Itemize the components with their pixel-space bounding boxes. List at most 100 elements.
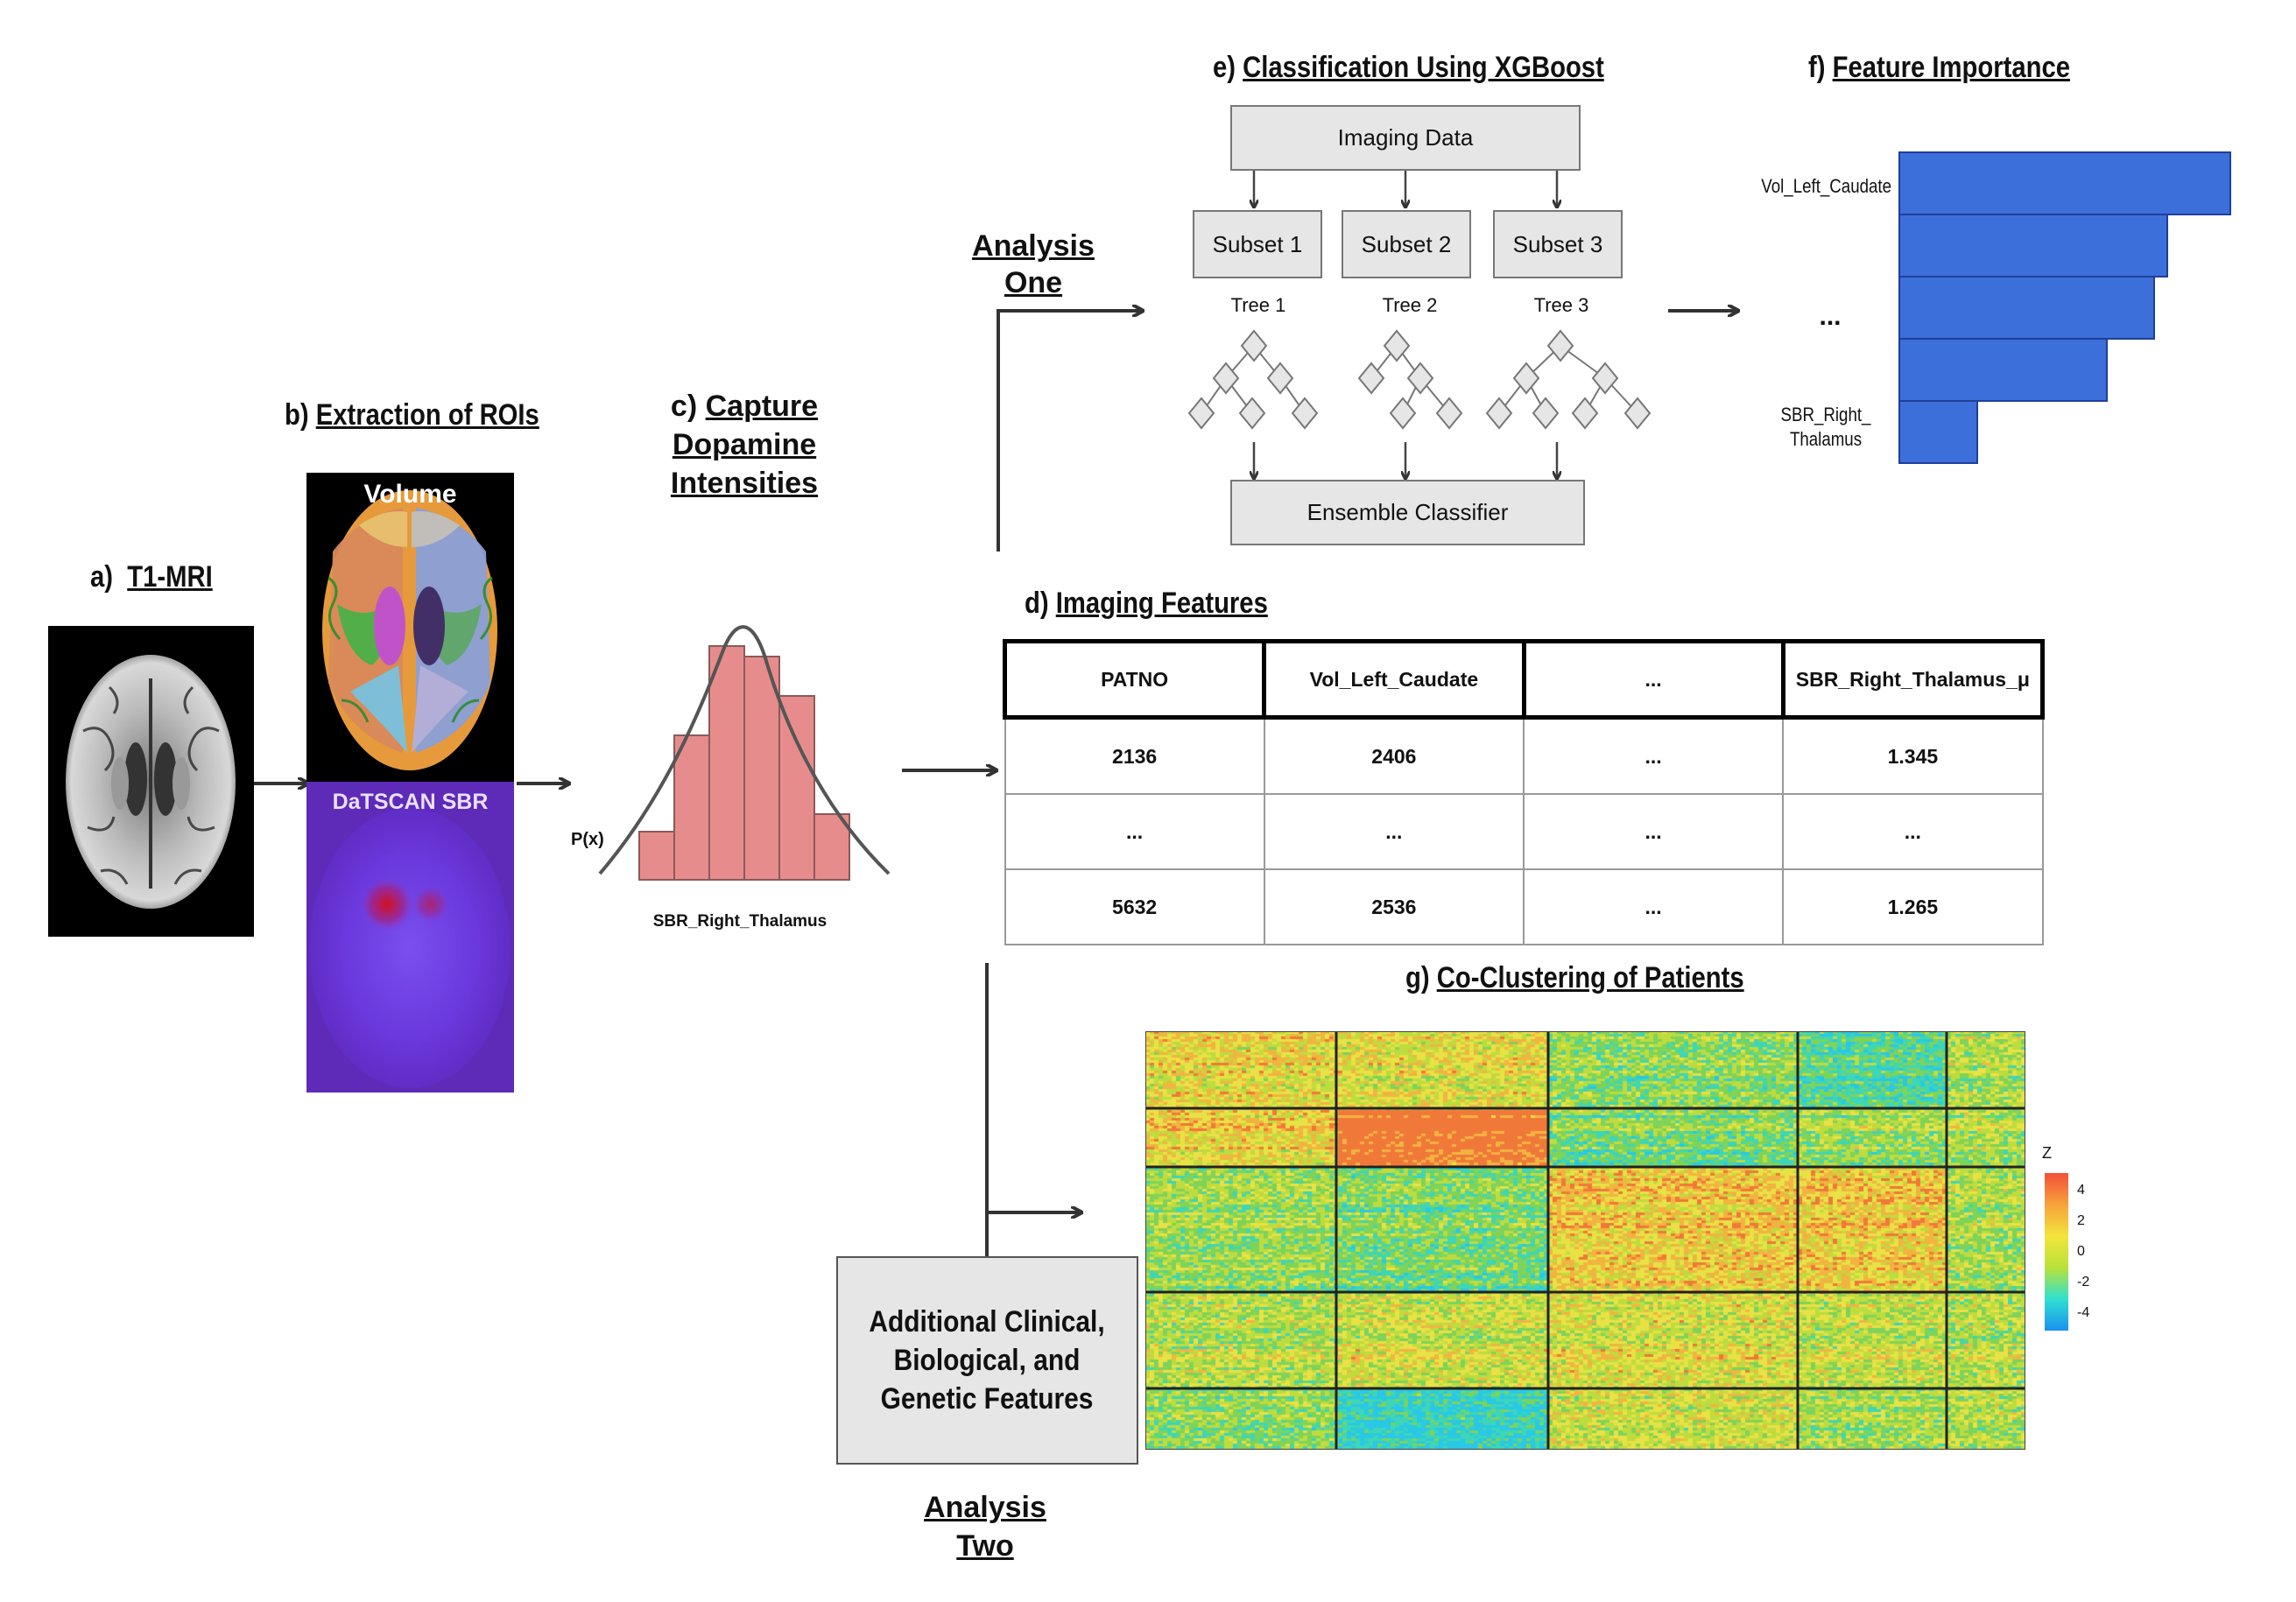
xgboost-arrows xyxy=(1254,171,1557,478)
intensity-histogram xyxy=(598,625,891,881)
additional-box-line2: Biological, and xyxy=(894,1344,1081,1377)
panel-e-title: e) Classification Using XGBoost xyxy=(1213,51,1604,85)
table-cell: 2406 xyxy=(1263,716,1525,795)
arrow-analysis-two xyxy=(985,963,1081,1256)
importance-bar xyxy=(1898,338,2108,402)
panel-a-letter: a) xyxy=(90,560,114,594)
histogram-bar xyxy=(813,813,850,881)
feature-label-bottom: SBR_Right_ Thalamus xyxy=(1770,403,1882,452)
panel-c-title: c) Capture Dopamine Intensities xyxy=(613,387,876,502)
heatmap-cluster-lines xyxy=(1145,1031,2025,1450)
px-label: P(x) xyxy=(571,830,604,849)
tree-3-label: Tree 3 xyxy=(1533,294,1589,316)
panel-g-title-text: Co-Clustering of Patients xyxy=(1436,961,1744,994)
table-row: 5632 2536 ... 1.265 xyxy=(1004,868,2044,945)
panel-b-title: b) Extraction of ROIs xyxy=(285,398,539,432)
analysis-one-line2: One xyxy=(1004,266,1063,299)
z-tick: 0 xyxy=(2077,1244,2085,1259)
analysis-two-line2: Two xyxy=(956,1529,1014,1563)
analysis-two-label: Analysis Two xyxy=(924,1488,1046,1565)
decision-trees xyxy=(1187,329,1652,430)
table-cell: ... xyxy=(1522,868,1785,945)
volume-label: Volume xyxy=(363,480,457,509)
z-colorbar-ticks: 4 2 0 -2 -4 xyxy=(2077,1175,2089,1328)
histogram-bar xyxy=(638,831,675,881)
panel-c-title-line2: Intensities xyxy=(670,467,819,500)
density-curve xyxy=(598,625,891,875)
panel-c-letter: c) xyxy=(670,390,698,423)
roi-volume-image xyxy=(306,473,514,788)
table-cell: ... xyxy=(1782,793,2044,870)
importance-bar xyxy=(1898,276,2155,340)
additional-box-line3: Genetic Features xyxy=(881,1382,1094,1416)
z-tick: 2 xyxy=(2077,1213,2085,1228)
z-colorbar xyxy=(2045,1173,2068,1331)
datscan-image xyxy=(306,782,514,1093)
table-cell: ... xyxy=(1263,793,1525,870)
panel-a-title: a) T1-MRI xyxy=(90,560,213,594)
tree-2-label: Tree 2 xyxy=(1382,294,1438,316)
feature-label-ellipsis: ... xyxy=(1819,302,1842,331)
tree-1-label: Tree 1 xyxy=(1230,294,1286,316)
panel-c-title-line1: Capture Dopamine xyxy=(672,390,819,461)
table-cell: 2136 xyxy=(1004,716,1265,795)
table-header-row: PATNO Vol_Left_Caudate ... SBR_Right_Tha… xyxy=(1002,639,2046,720)
table-cell: 5632 xyxy=(1004,868,1265,945)
histogram-bar xyxy=(743,656,780,881)
importance-bar xyxy=(1898,214,2168,278)
importance-bar xyxy=(1898,151,2231,215)
table-cell: 2536 xyxy=(1263,868,1525,945)
histogram-bar xyxy=(673,734,710,881)
additional-box-line1: Additional Clinical, xyxy=(869,1305,1106,1339)
histogram-bar xyxy=(708,645,745,881)
z-tick: 4 xyxy=(2077,1183,2085,1198)
panel-g-title: g) Co-Clustering of Patients xyxy=(1405,961,1744,995)
table-header: Vol_Left_Caudate xyxy=(1262,639,1526,720)
z-legend-title: Z xyxy=(2042,1144,2052,1162)
table-cell: ... xyxy=(1004,793,1265,870)
panel-f-title: f) Feature Importance xyxy=(1808,51,2070,85)
panel-d-title-text: Imaging Features xyxy=(1055,587,1268,620)
importance-bar xyxy=(1898,400,1978,464)
table-row: 2136 2406 ... 1.345 xyxy=(1004,716,2044,795)
panel-d-letter: d) xyxy=(1025,587,1049,620)
table-header: SBR_Right_Thalamus_μ xyxy=(1780,639,2046,720)
table-cell: ... xyxy=(1522,716,1785,795)
additional-features-box: Additional Clinical, Biological, and Gen… xyxy=(836,1256,1138,1465)
table-row: ... ... ... ... xyxy=(1004,793,2044,870)
analysis-two-line1: Analysis xyxy=(924,1491,1046,1524)
panel-e-title-text: Classification Using XGBoost xyxy=(1243,51,1604,84)
panel-b-title-text: Extraction of ROIs xyxy=(315,398,539,432)
table-cell: ... xyxy=(1522,793,1785,870)
arrow-analysis-one xyxy=(997,311,1143,552)
table-header: ... xyxy=(1521,639,1785,720)
panel-g-letter: g) xyxy=(1405,961,1430,994)
imaging-features-table: PATNO Vol_Left_Caudate ... SBR_Right_Tha… xyxy=(1002,639,2046,945)
z-tick: -2 xyxy=(2077,1275,2090,1289)
table-header: PATNO xyxy=(1002,639,1267,720)
analysis-one-line1: Analysis xyxy=(972,229,1095,263)
panel-b-letter: b) xyxy=(285,398,309,432)
subset-2-box: Subset 2 xyxy=(1342,210,1471,278)
subset-3-box: Subset 3 xyxy=(1493,210,1623,278)
datscan-label: DaTSCAN SBR xyxy=(332,790,489,814)
ensemble-classifier-box: Ensemble Classifier xyxy=(1230,480,1585,545)
panel-f-title-text: Feature Importance xyxy=(1832,51,2070,84)
feature-label-bottom-line1: SBR_Right_ xyxy=(1780,404,1871,425)
co-clustering-heatmap xyxy=(1145,1031,2025,1450)
analysis-one-label: Analysis One xyxy=(972,228,1095,301)
panel-a-title-text: T1-MRI xyxy=(127,560,213,594)
panel-e-letter: e) xyxy=(1213,51,1236,84)
feature-label-bottom-line2: Thalamus xyxy=(1789,428,1863,450)
t1-mri-image xyxy=(48,626,254,937)
table-cell: 1.265 xyxy=(1782,868,2044,945)
table-cell: 1.345 xyxy=(1782,716,2044,795)
histogram-bar xyxy=(778,695,815,881)
panel-d-title: d) Imaging Features xyxy=(1025,587,1268,621)
imaging-data-box: Imaging Data xyxy=(1230,105,1581,171)
feature-label-top: Vol_Left_Caudate xyxy=(1761,175,1891,197)
z-tick: -4 xyxy=(2077,1305,2090,1320)
histogram-x-label: SBR_Right_Thalamus xyxy=(652,912,828,931)
